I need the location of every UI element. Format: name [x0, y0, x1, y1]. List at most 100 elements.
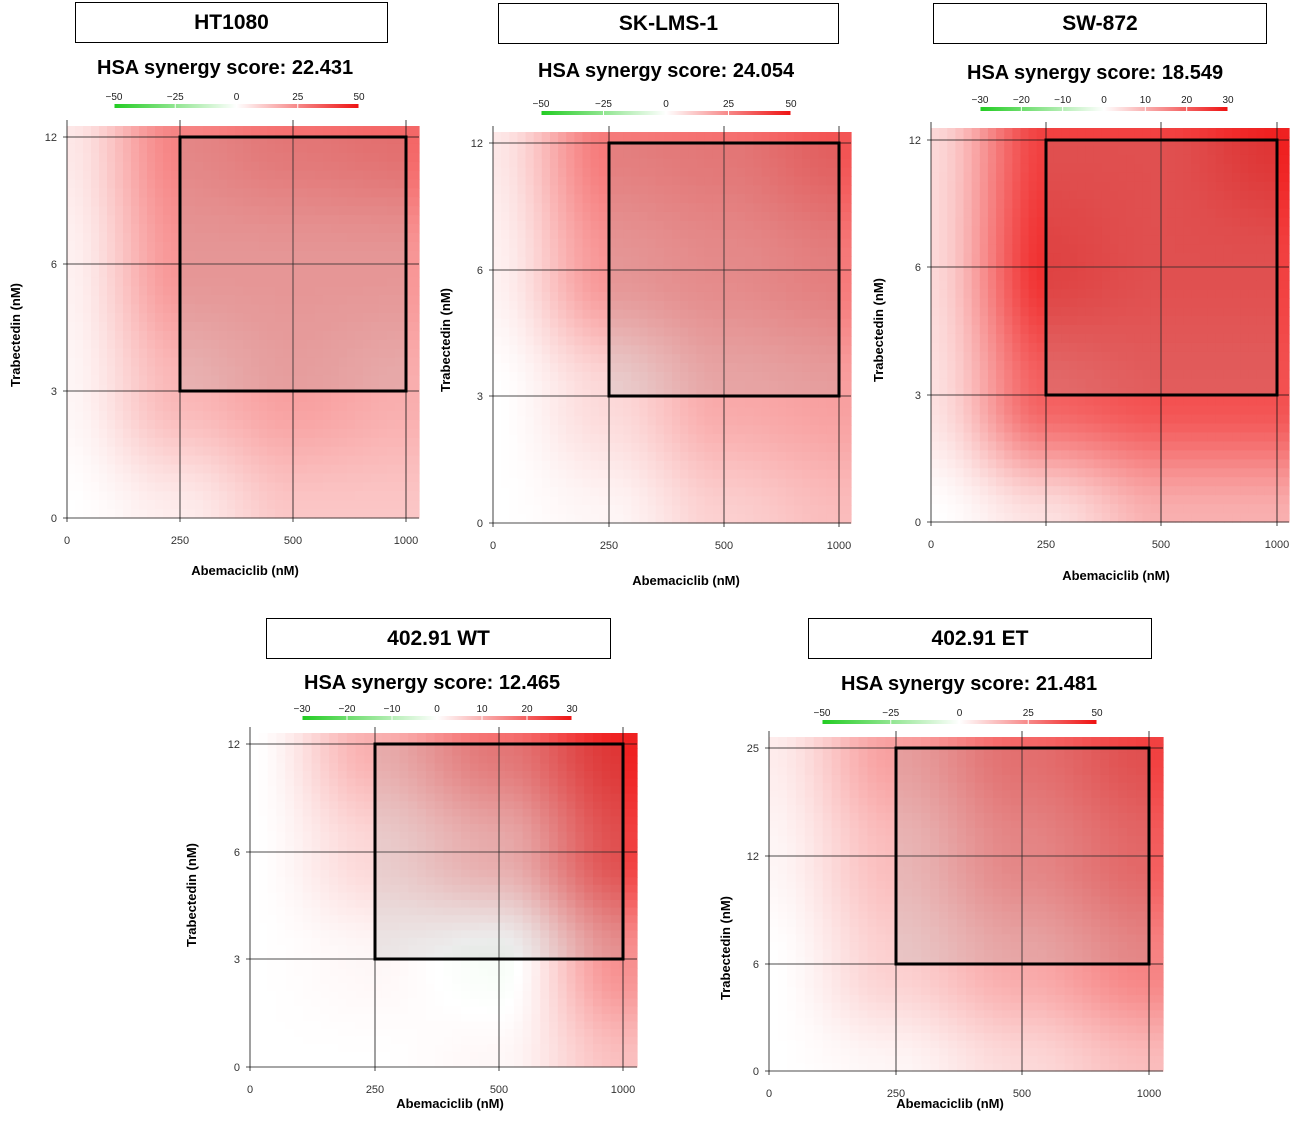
cell-line-title-box: SW-872 [933, 3, 1267, 44]
highlight-region-box [1044, 138, 1279, 397]
x-tick-label: 1000 [827, 540, 851, 552]
x-tick-label: 0 [490, 540, 496, 552]
colorbar-tick-label: −30 [294, 704, 311, 715]
highlight-region-box [373, 742, 625, 961]
y-tick-label: 12 [747, 851, 759, 863]
x-axis-label: Abemaciclib (nM) [896, 1096, 1004, 1111]
y-tick-label: 3 [477, 391, 483, 403]
x-tick-label: 1000 [394, 535, 418, 547]
y-axis-label: Trabectedin (nM) [8, 283, 23, 387]
y-tick-label: 6 [477, 265, 483, 277]
x-axis-label: Abemaciclib (nM) [1062, 568, 1170, 583]
x-tick-label: 250 [887, 1088, 905, 1100]
colorbar: −50 −25 0 25 50 [814, 708, 1103, 725]
cell-line-title: 402.91 ET [931, 626, 1029, 650]
highlight-region-box [607, 141, 841, 398]
colorbar-tick-label: 0 [663, 99, 669, 110]
colorbar-tick-label: 0 [957, 708, 963, 719]
colorbar: −30 −20 −10 0 10 20 30 [294, 704, 578, 721]
y-tick-label: 6 [234, 847, 240, 859]
heatmap-surface [493, 132, 852, 524]
colorbar-tick-label: 10 [476, 704, 488, 715]
synergy-score-label: HSA synergy score: 21.481 [841, 673, 1098, 695]
colorbar-tick-label: 10 [1140, 95, 1152, 106]
colorbar-tick-label: −25 [882, 708, 899, 719]
x-tick-label: 250 [366, 1084, 384, 1096]
x-tick-label: 500 [1013, 1088, 1031, 1100]
x-tick-label: 500 [490, 1084, 508, 1096]
colorbar-tick-label: 0 [434, 704, 440, 715]
cell-line-title: SW-872 [1062, 11, 1138, 35]
y-tick-label: 6 [915, 262, 921, 274]
x-tick-label: 0 [64, 535, 70, 547]
x-tick-label: 0 [766, 1088, 772, 1100]
y-tick-label: 0 [477, 518, 483, 530]
y-axis-label: Trabectedin (nM) [871, 278, 886, 382]
x-axis-label: Abemaciclib (nM) [191, 563, 299, 578]
colorbar-tick-label: 50 [1091, 708, 1103, 719]
y-tick-label: 0 [915, 517, 921, 529]
y-axis-label: Trabectedin (nM) [438, 288, 453, 392]
cell-line-title-box: 402.91 ET [808, 618, 1152, 659]
y-axis-label: Trabectedin (nM) [184, 843, 199, 947]
y-tick-label: 12 [909, 135, 921, 147]
colorbar-tick-label: −10 [384, 704, 401, 715]
colorbar-tick-label: −30 [972, 95, 989, 106]
synergy-score-label: HSA synergy score: 22.431 [97, 57, 354, 79]
colorbar: −30 −20 −10 0 10 20 30 [972, 95, 1234, 112]
colorbar-tick-label: −50 [106, 92, 123, 103]
heatmap-surface [67, 126, 420, 519]
colorbar-tick-label: 0 [1101, 95, 1107, 106]
colorbar-tick-label: 0 [234, 92, 240, 103]
cell-line-title: HT1080 [194, 10, 269, 34]
y-tick-label: 6 [753, 959, 759, 971]
y-tick-label: 0 [51, 513, 57, 525]
colorbar-tick-label: −50 [814, 708, 831, 719]
colorbar-tick-label: 25 [723, 99, 735, 110]
y-tick-label: 25 [747, 743, 759, 755]
x-tick-label: 250 [600, 540, 618, 552]
heatmap-surface [931, 128, 1290, 523]
colorbar: −50 −25 0 25 50 [106, 92, 365, 109]
synergy-heatmap-2: 0 250 500 1000 0 3 6 12 Abemaciclib (nM) Trabecte… [871, 95, 1290, 583]
colorbar-tick-label: 20 [1181, 95, 1193, 106]
y-tick-label: 0 [234, 1062, 240, 1074]
x-axis-label: Abemaciclib (nM) [396, 1096, 504, 1111]
colorbar-tick-label: 50 [785, 99, 797, 110]
x-tick-label: 500 [284, 535, 302, 547]
synergy-score-label: HSA synergy score: 18.549 [967, 62, 1224, 84]
cell-line-title-box: SK-LMS-1 [498, 3, 839, 44]
x-tick-label: 1000 [1137, 1088, 1161, 1100]
y-axis-label: Trabectedin (nM) [718, 896, 733, 1000]
colorbar-tick-label: −25 [167, 92, 184, 103]
x-tick-label: 0 [247, 1084, 253, 1096]
y-tick-label: 12 [471, 138, 483, 150]
colorbar-tick-label: −10 [1054, 95, 1071, 106]
y-tick-label: 3 [51, 386, 57, 398]
colorbar-tick-label: −25 [595, 99, 612, 110]
y-tick-label: 12 [228, 739, 240, 751]
cell-line-title-box: HT1080 [75, 2, 388, 43]
colorbar-tick-label: 30 [1222, 95, 1234, 106]
colorbar-tick-label: 25 [1023, 708, 1035, 719]
cell-line-title: 402.91 WT [387, 626, 490, 650]
synergy-heatmap-4: 0 250 500 1000 0 6 12 25 Abemaciclib (nM) Trabect… [718, 708, 1164, 1111]
colorbar-tick-label: −20 [1013, 95, 1030, 106]
colorbar-tick-label: 25 [292, 92, 304, 103]
highlight-region-box [178, 135, 408, 393]
heatmap-surface [769, 737, 1164, 1072]
synergy-heatmap-3: 0 250 500 1000 0 3 6 12 Abemaciclib (nM) Trabecte… [184, 704, 638, 1111]
colorbar: −50 −25 0 25 50 [533, 99, 797, 116]
x-tick-label: 500 [715, 540, 733, 552]
cell-line-title: SK-LMS-1 [618, 11, 719, 35]
x-tick-label: 0 [928, 539, 934, 551]
y-tick-label: 6 [51, 259, 57, 271]
y-tick-label: 3 [234, 954, 240, 966]
x-tick-label: 500 [1152, 539, 1170, 551]
cell-line-title-box: 402.91 WT [266, 618, 611, 659]
y-tick-label: 12 [45, 132, 57, 144]
x-tick-label: 1000 [1265, 539, 1289, 551]
